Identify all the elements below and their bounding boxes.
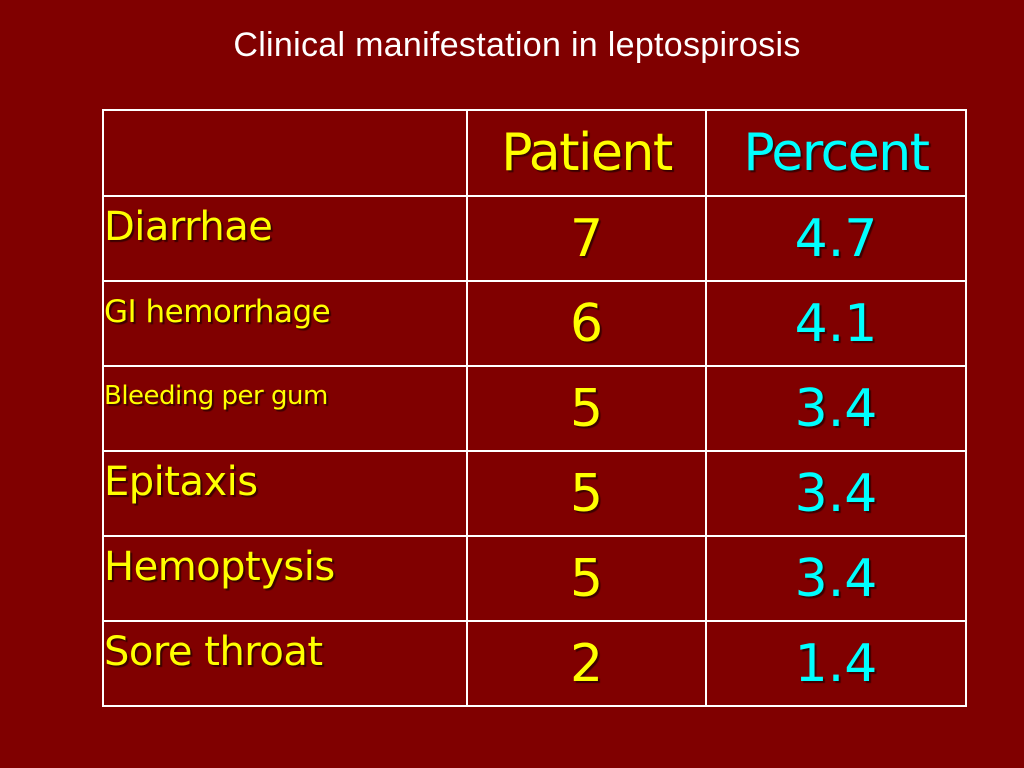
header-percent: Percent xyxy=(705,109,967,197)
header-empty-cell xyxy=(102,109,468,197)
row-label: Epitaxis xyxy=(102,450,468,537)
percent-value: 3.4 xyxy=(705,365,967,452)
row-label: Diarrhae xyxy=(102,195,468,282)
row-label: GI hemorrhage xyxy=(102,280,468,367)
percent-value: 3.4 xyxy=(705,535,967,622)
patient-count: 5 xyxy=(466,365,707,452)
patient-count: 5 xyxy=(466,450,707,537)
percent-value: 1.4 xyxy=(705,620,967,707)
table-row: Epitaxis 5 3.4 xyxy=(102,450,967,537)
percent-value: 3.4 xyxy=(705,450,967,537)
patient-count: 7 xyxy=(466,195,707,282)
patient-count: 6 xyxy=(466,280,707,367)
percent-value: 4.1 xyxy=(705,280,967,367)
row-label: Bleeding per gum xyxy=(102,365,468,452)
patient-count: 2 xyxy=(466,620,707,707)
table-row: GI hemorrhage 6 4.1 xyxy=(102,280,967,367)
table-header-row: Patient Percent xyxy=(102,109,967,197)
percent-value: 4.7 xyxy=(705,195,967,282)
row-label: Hemoptysis xyxy=(102,535,468,622)
table-row: Hemoptysis 5 3.4 xyxy=(102,535,967,622)
header-patient: Patient xyxy=(466,109,707,197)
table-row: Sore throat 2 1.4 xyxy=(102,620,967,707)
table-row: Bleeding per gum 5 3.4 xyxy=(102,365,967,452)
table-row: Diarrhae 7 4.7 xyxy=(102,195,967,282)
patient-count: 5 xyxy=(466,535,707,622)
slide-title: Clinical manifestation in leptospirosis xyxy=(233,26,801,64)
manifestation-table: Patient Percent Diarrhae 7 4.7 GI hemorr… xyxy=(102,109,967,707)
row-label: Sore throat xyxy=(102,620,468,707)
